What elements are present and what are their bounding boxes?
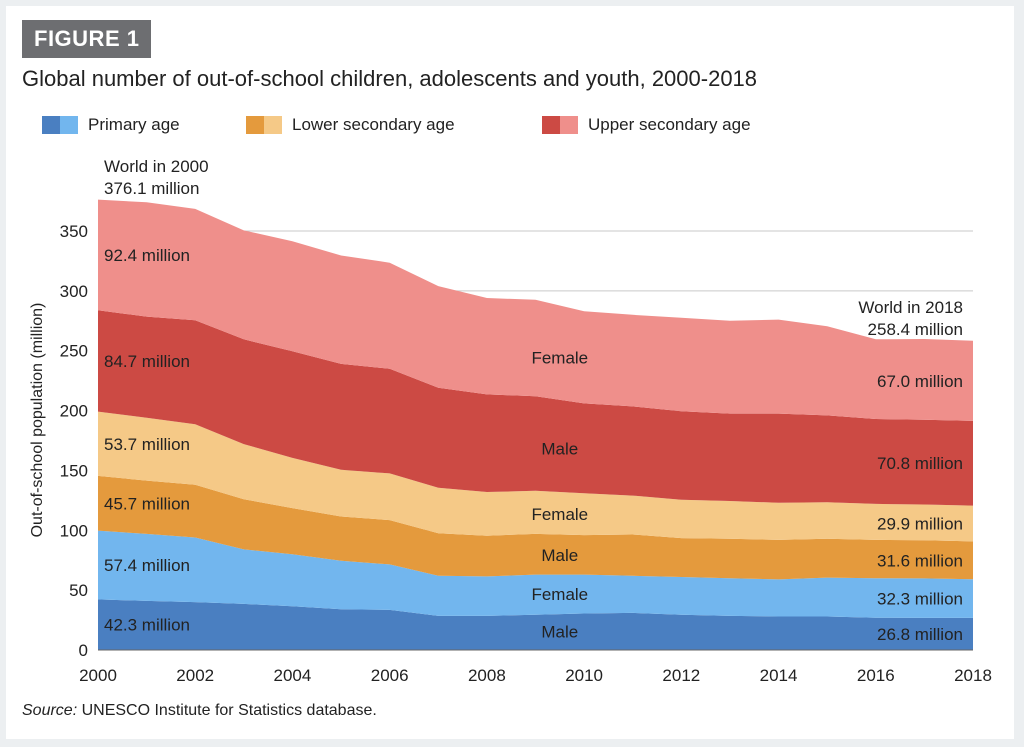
legend-swatch-primary-male: [42, 116, 60, 134]
y-tick-label-0: 0: [79, 641, 88, 660]
area-upper-secondary-age-male: [98, 310, 973, 506]
middle-label-1: Female: [531, 585, 588, 604]
y-tick-label-350: 350: [60, 222, 88, 241]
end-label-0: 26.8 million: [877, 625, 963, 644]
source-prefix: Source:: [22, 702, 78, 719]
annotation-start-title: World in 2000: [104, 157, 209, 176]
start-label-5: 92.4 million: [104, 246, 190, 265]
start-label-0: 42.3 million: [104, 616, 190, 635]
source-text: UNESCO Institute for Statistics database…: [77, 702, 377, 719]
y-tick-label-200: 200: [60, 402, 88, 421]
x-tick-label-2006: 2006: [371, 666, 409, 685]
x-tick-label-2018: 2018: [954, 666, 992, 685]
legend-swatch-upper-male: [542, 116, 560, 134]
area-primary-age-female: [98, 530, 973, 618]
legend-swatch-lower-female: [264, 116, 282, 134]
area-lower-secondary-age-male: [98, 475, 973, 580]
middle-label-0: Male: [541, 623, 578, 642]
annotation-end-value: 258.4 million: [868, 320, 963, 339]
y-axis-label: Out-of-school population (million): [29, 303, 46, 538]
legend-label-primary: Primary age: [88, 115, 180, 134]
x-tick-label-2010: 2010: [565, 666, 603, 685]
figure-label: FIGURE 1: [22, 20, 152, 58]
y-tick-label-50: 50: [69, 581, 88, 600]
middle-label-3: Female: [531, 505, 588, 524]
x-tick-label-2016: 2016: [857, 666, 895, 685]
x-tick-label-2012: 2012: [662, 666, 700, 685]
legend-swatch-lower-male: [246, 116, 264, 134]
source-note: Source: UNESCO Institute for Statistics …: [22, 702, 377, 720]
end-label-4: 70.8 million: [877, 454, 963, 473]
x-tick-label-2014: 2014: [760, 666, 798, 685]
legend-label-lower-secondary: Lower secondary age: [292, 115, 455, 134]
middle-label-2: Male: [541, 546, 578, 565]
legend-item-upper-secondary: Upper secondary age: [542, 114, 751, 136]
x-tick-label-2008: 2008: [468, 666, 506, 685]
start-label-3: 53.7 million: [104, 435, 190, 454]
middle-label-4: Male: [541, 439, 578, 458]
y-tick-label-300: 300: [60, 282, 88, 301]
annotation-start-value: 376.1 million: [104, 179, 199, 198]
annotation-end-title: World in 2018: [858, 298, 963, 317]
end-label-5: 67.0 million: [877, 372, 963, 391]
legend-item-lower-secondary: Lower secondary age: [246, 114, 455, 136]
area-upper-secondary-age-female: [98, 199, 973, 421]
x-tick-label-2000: 2000: [79, 666, 117, 685]
y-tick-label-100: 100: [60, 521, 88, 540]
legend-swatch-upper-female: [560, 116, 578, 134]
legend-item-primary: Primary age: [42, 114, 180, 136]
area-lower-secondary-age-female: [98, 411, 973, 542]
start-label-4: 84.7 million: [104, 352, 190, 371]
x-tick-label-2002: 2002: [176, 666, 214, 685]
end-label-1: 32.3 million: [877, 590, 963, 609]
legend-label-upper-secondary: Upper secondary age: [588, 115, 751, 134]
area-primary-age-male: [98, 599, 973, 650]
start-label-2: 45.7 million: [104, 494, 190, 513]
chart-title: Global number of out-of-school children,…: [22, 66, 758, 91]
y-tick-label-250: 250: [60, 342, 88, 361]
start-label-1: 57.4 million: [104, 556, 190, 575]
y-tick-label-150: 150: [60, 461, 88, 480]
end-label-3: 29.9 million: [877, 515, 963, 534]
end-label-2: 31.6 million: [877, 551, 963, 570]
middle-label-5: Female: [531, 348, 588, 367]
legend-swatch-primary-female: [60, 116, 78, 134]
x-tick-label-2004: 2004: [274, 666, 312, 685]
